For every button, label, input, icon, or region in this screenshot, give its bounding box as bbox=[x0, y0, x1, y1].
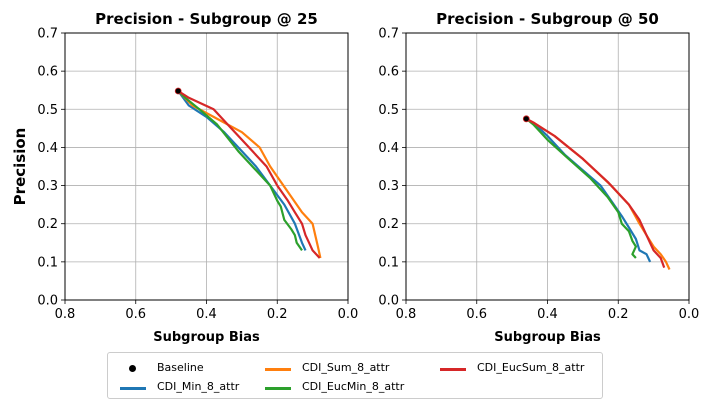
x-tick-label: 0.0 bbox=[679, 307, 700, 322]
legend-label: Baseline bbox=[157, 361, 204, 374]
y-tick-label: 0.7 bbox=[37, 27, 58, 42]
baseline-point bbox=[522, 115, 530, 123]
y-tick-label: 0.3 bbox=[37, 179, 58, 194]
x-axis-label: Subgroup Bias bbox=[153, 330, 260, 345]
y-tick-label: 0.5 bbox=[378, 103, 399, 118]
series-line-cdi-eucsum-8-attr bbox=[177, 90, 321, 259]
x-tick-label: 0.6 bbox=[466, 307, 487, 322]
line-marker-icon bbox=[265, 368, 291, 371]
legend-label: CDI_Sum_8_attr bbox=[302, 361, 390, 374]
y-tick-label: 0.7 bbox=[378, 27, 399, 42]
x-axis-label: Subgroup Bias bbox=[494, 330, 601, 345]
y-tick-label: 0.1 bbox=[378, 255, 399, 270]
y-tick-label: 0.4 bbox=[37, 141, 58, 156]
legend-label: CDI_EucSum_8_attr bbox=[477, 361, 585, 374]
line-marker-icon bbox=[120, 387, 146, 390]
series-line-cdi-eucsum-8-attr bbox=[525, 117, 666, 268]
y-tick-label: 0.2 bbox=[378, 217, 399, 232]
y-tick-label: 0.4 bbox=[378, 141, 399, 156]
y-tick-label: 0.0 bbox=[37, 294, 58, 309]
y-tick-label: 0.0 bbox=[378, 294, 399, 309]
x-tick-label: 0.2 bbox=[267, 307, 288, 322]
series-line-cdi-sum-8-attr bbox=[177, 90, 322, 259]
legend: Baseline CDI_Min_8_attr CDI_Sum_8_attr C… bbox=[107, 352, 603, 399]
y-tick-label: 0.6 bbox=[378, 65, 399, 80]
line-marker-icon bbox=[440, 368, 466, 371]
baseline-point bbox=[174, 87, 182, 95]
plot-frame bbox=[405, 32, 690, 301]
plot-frame bbox=[64, 32, 349, 301]
x-tick-label: 0.0 bbox=[338, 307, 359, 322]
legend-label: CDI_Min_8_attr bbox=[157, 380, 240, 393]
y-tick-label: 0.5 bbox=[37, 103, 58, 118]
x-tick-label: 0.4 bbox=[196, 307, 217, 322]
x-tick-label: 0.6 bbox=[125, 307, 146, 322]
x-tick-label: 0.4 bbox=[537, 307, 558, 322]
x-tick-label: 0.8 bbox=[396, 307, 417, 322]
line-marker-icon bbox=[265, 387, 291, 390]
y-tick-label: 0.6 bbox=[37, 65, 58, 80]
y-tick-label: 0.2 bbox=[37, 217, 58, 232]
baseline-marker-icon bbox=[129, 365, 136, 372]
y-tick-label: 0.3 bbox=[378, 179, 399, 194]
chart-title: Precision - Subgroup @ 50 bbox=[436, 10, 659, 28]
legend-label: CDI_EucMin_8_attr bbox=[302, 380, 405, 393]
y-tick-label: 0.1 bbox=[37, 255, 58, 270]
y-axis-label: Precision bbox=[11, 128, 29, 206]
x-tick-label: 0.2 bbox=[608, 307, 629, 322]
series-line-cdi-min-8-attr bbox=[177, 90, 307, 251]
x-tick-label: 0.8 bbox=[55, 307, 76, 322]
chart-title: Precision - Subgroup @ 25 bbox=[95, 10, 318, 28]
series-line-cdi-eucmin-8-attr bbox=[525, 117, 638, 259]
series-line-cdi-eucmin-8-attr bbox=[177, 90, 303, 252]
